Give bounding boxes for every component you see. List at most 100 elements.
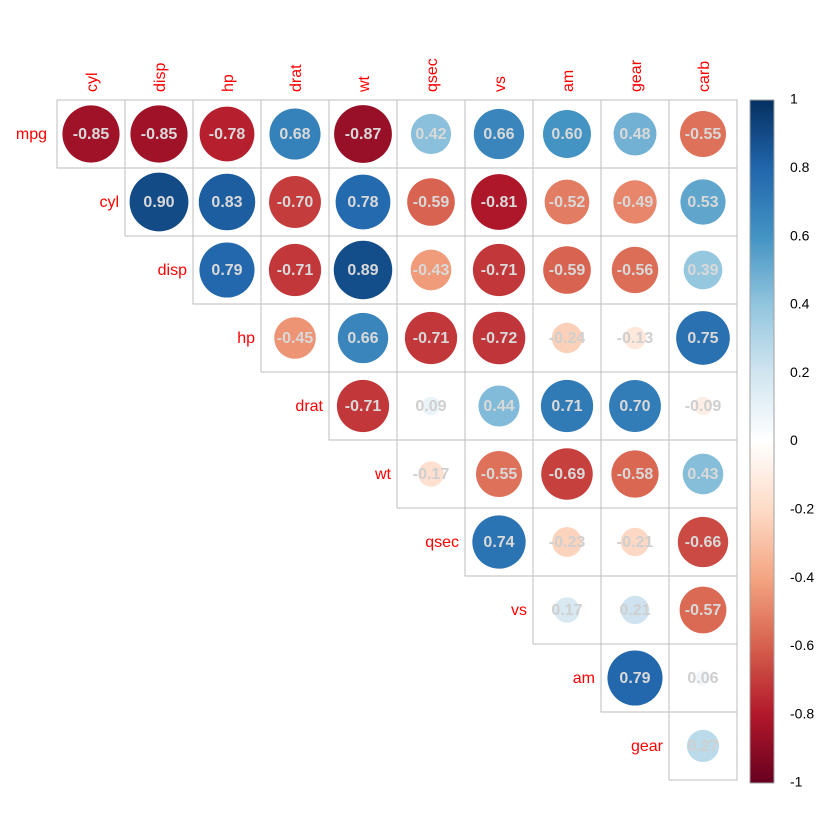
value-label-disp-qsec: -0.43: [413, 262, 450, 279]
circle-cyl-qsec: [407, 178, 455, 226]
circle-cyl-hp: [198, 173, 256, 231]
value-label-qsec-gear: -0.21: [617, 534, 654, 551]
value-label-mpg-vs: 0.66: [483, 126, 514, 143]
value-label-cyl-am: -0.52: [549, 194, 586, 211]
circle-drat-wt: [336, 379, 390, 433]
value-label-drat-vs: 0.44: [483, 398, 514, 415]
row-label-wt: wt: [374, 466, 392, 483]
column-label-am: am: [560, 70, 577, 92]
circle-mpg-hp: [199, 106, 255, 162]
value-label-am-carb: 0.06: [687, 670, 718, 687]
correlation-cells: [56, 99, 738, 781]
value-label-gear-carb: 0.27: [687, 738, 718, 755]
circle-disp-am: [543, 246, 591, 294]
circle-mpg-qsec: [410, 113, 452, 155]
colorbar-tick-0.4: 0.4: [790, 296, 810, 312]
value-label-am-gear: 0.79: [619, 670, 650, 687]
circle-wt-am: [541, 448, 593, 500]
correlation-values: -0.85 -0.85 -0.78 0.68 -0.87 0.42 0.66 0.60 0.48…: [73, 126, 722, 755]
row-label-disp: disp: [158, 262, 187, 279]
value-label-vs-am: 0.17: [551, 602, 582, 619]
value-label-mpg-wt: -0.87: [345, 126, 382, 143]
column-label-vs: vs: [492, 76, 509, 92]
value-label-cyl-vs: -0.81: [481, 194, 518, 211]
column-label-carb: carb: [696, 61, 713, 92]
circle-mpg-vs: [473, 108, 525, 160]
row-label-drat: drat: [295, 398, 323, 415]
circle-cyl-gear: [613, 180, 657, 224]
row-label-cyl: cyl: [99, 194, 119, 211]
column-labels: cyl disp hp drat wt qsec vs am gear carb: [84, 58, 713, 93]
value-label-vs-carb: -0.57: [685, 602, 722, 619]
circle-qsec-carb: [677, 516, 729, 568]
circle-hp-vs: [472, 311, 526, 365]
value-label-mpg-qsec: 0.42: [415, 126, 446, 143]
colorbar-tick-0.2: 0.2: [790, 364, 810, 380]
circle-gear-carb: [686, 729, 720, 763]
value-label-disp-wt: 0.89: [347, 262, 378, 279]
value-label-hp-am: -0.24: [549, 330, 586, 347]
circle-cyl-vs: [471, 174, 527, 230]
circle-am-carb: [695, 670, 711, 686]
circle-mpg-wt: [334, 105, 392, 163]
value-label-hp-wt: 0.66: [347, 330, 378, 347]
row-label-qsec: qsec: [425, 534, 459, 551]
value-label-cyl-drat: -0.70: [277, 194, 314, 211]
value-label-wt-am: -0.69: [549, 466, 586, 483]
value-label-wt-qsec: -0.17: [413, 466, 450, 483]
colorbar-tick--0.4: -0.4: [790, 569, 814, 585]
circle-hp-am: [551, 322, 583, 354]
colorbar-tick-0.8: 0.8: [790, 159, 810, 175]
circle-am-gear: [607, 650, 663, 706]
circle-hp-carb: [676, 311, 730, 365]
column-label-disp: disp: [152, 63, 169, 92]
circle-mpg-drat: [269, 108, 321, 160]
value-label-hp-drat: -0.45: [277, 330, 314, 347]
circle-vs-gear: [620, 595, 650, 625]
colorbar-tick-0: 0: [790, 432, 798, 448]
circle-qsec-vs: [472, 515, 526, 569]
value-label-hp-qsec: -0.71: [413, 330, 450, 347]
circle-disp-hp: [199, 242, 255, 298]
value-label-disp-gear: -0.56: [617, 262, 654, 279]
circle-qsec-gear: [620, 527, 650, 557]
colorbar-tick-0.6: 0.6: [790, 227, 810, 243]
colorbar-tick--0.8: -0.8: [790, 705, 814, 721]
column-label-drat: drat: [288, 64, 305, 92]
circle-mpg-disp: [130, 105, 188, 163]
value-label-drat-carb: -0.09: [685, 398, 722, 415]
value-label-drat-am: 0.71: [551, 398, 582, 415]
value-label-mpg-cyl: -0.85: [73, 126, 110, 143]
value-label-qsec-am: -0.23: [549, 534, 586, 551]
circle-cyl-wt: [335, 174, 391, 230]
column-label-cyl: cyl: [84, 72, 101, 92]
row-label-am: am: [573, 670, 595, 687]
circle-drat-am: [540, 379, 594, 433]
column-label-qsec: qsec: [424, 58, 441, 92]
circle-cyl-drat: [269, 176, 321, 228]
value-label-cyl-disp: 0.90: [143, 194, 174, 211]
circle-vs-am: [554, 597, 580, 623]
column-label-wt: wt: [356, 75, 373, 93]
value-label-mpg-disp: -0.85: [141, 126, 178, 143]
value-label-wt-gear: -0.58: [617, 466, 654, 483]
circle-cyl-carb: [680, 179, 726, 225]
value-label-qsec-vs: 0.74: [483, 534, 514, 551]
colorbar-tick--0.2: -0.2: [790, 501, 814, 517]
circle-wt-qsec: [418, 461, 444, 487]
circle-cyl-disp: [129, 172, 189, 232]
circle-disp-carb: [683, 250, 723, 290]
value-label-cyl-gear: -0.49: [617, 194, 654, 211]
circle-disp-vs: [472, 243, 526, 297]
colorbar-gradient: [749, 99, 775, 784]
colorbar-tick--0.6: -0.6: [790, 637, 814, 653]
circle-hp-drat: [274, 317, 316, 359]
row-label-hp: hp: [237, 330, 255, 347]
circle-wt-carb: [682, 453, 724, 495]
value-label-hp-carb: 0.75: [687, 330, 718, 347]
column-label-gear: gear: [628, 59, 645, 92]
circle-hp-gear: [623, 326, 647, 350]
circle-vs-carb: [679, 586, 727, 634]
